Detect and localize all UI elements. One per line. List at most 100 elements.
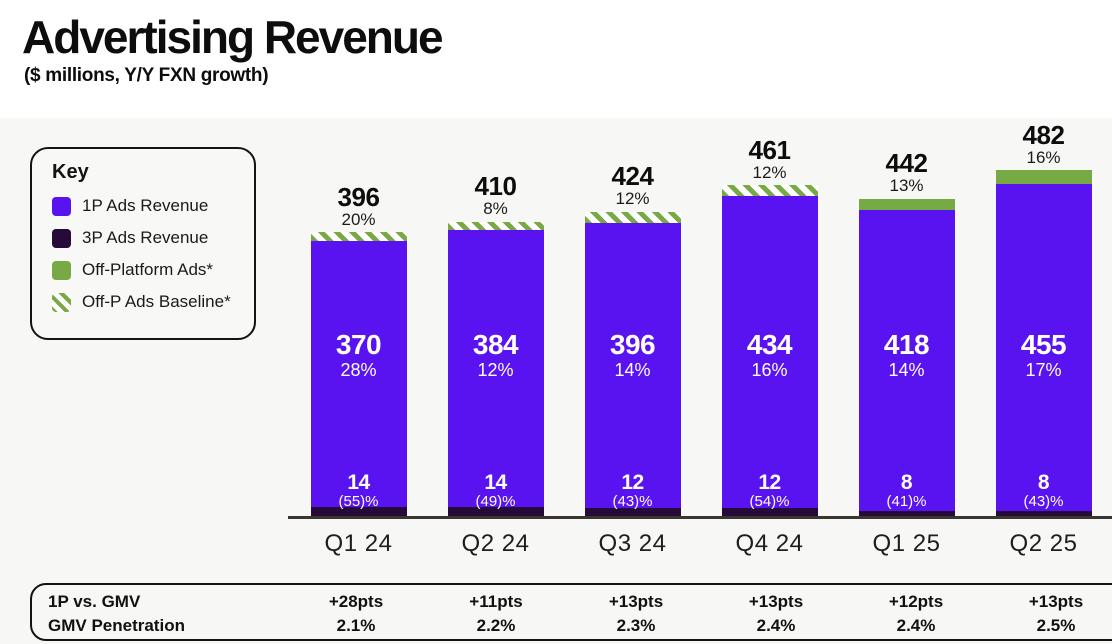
stacked-bar [858,198,955,517]
legend-item-label: Off-Platform Ads* [82,260,214,279]
total-value: 482 [1022,119,1065,150]
3p-growth: (43)% [612,493,653,511]
bar-column: 396 20% 370 28% 14 (55)% [290,130,427,517]
3p-ads-segment [447,506,544,517]
total-growth: 20% [341,209,376,229]
total-value: 424 [611,161,654,192]
table-row-label: GMV Penetration [48,615,185,635]
3p-growth: (49)% [475,493,516,511]
3p-value: 8 [1037,471,1050,495]
3p-value-label: 8 (43)% [975,472,1112,512]
3p-value: 14 [484,471,507,495]
x-axis-line [288,516,1112,519]
dark-purple-swatch-icon [52,228,71,248]
x-axis-label: Q1 25 [872,530,941,557]
3p-ads-segment [858,511,955,517]
x-axis-label: Q4 24 [735,530,804,557]
green-swatch-icon [52,260,71,280]
1p-value-label: 370 28% [290,330,427,382]
3p-ads-segment [995,511,1092,517]
total-value-label: 461 12% [701,137,838,183]
table-row-values: +28pts +11pts +13pts +13pts +12pts +13pts [286,592,1112,612]
total-growth: 12% [752,162,787,182]
1p-value-label: 418 14% [838,330,975,382]
legend-title: Key [52,161,89,183]
table-cell: +13pts [608,591,664,611]
3p-value: 14 [347,471,370,495]
1p-ads-segment [721,195,818,509]
bar-column: 442 13% 418 14% 8 (41)% [838,130,975,517]
legend-item-label: 3P Ads Revenue [82,228,209,247]
total-growth: 12% [615,189,650,209]
3p-value-label: 14 (49)% [427,472,564,512]
x-axis-label: Q2 24 [461,530,530,557]
offp-baseline-segment [584,211,681,224]
purple-swatch-icon [52,196,71,216]
offp-baseline-segment [721,185,818,196]
header: Advertising Revenue ($ millions, Y/Y FXN… [0,0,1112,118]
total-value-label: 482 16% [975,122,1112,168]
table-cell: 2.4% [756,615,796,635]
total-value-label: 424 12% [564,163,701,209]
1p-value: 418 [883,329,930,360]
offp-baseline-segment [447,221,544,231]
total-value-label: 396 20% [290,184,427,230]
3p-value: 12 [758,471,781,495]
legend-item-1p-ads: 1P Ads Revenue [52,196,240,216]
table-cell: +12pts [888,591,944,611]
table-cell: +11pts [469,591,523,611]
stacked-bar [310,231,407,517]
page-subtitle: ($ millions, Y/Y FXN growth) [24,65,269,86]
1p-ads-segment [310,240,407,507]
table-cell: +13pts [748,591,804,611]
x-axis-label: Q2 25 [1009,530,1078,557]
total-value: 442 [885,148,928,179]
stacked-bar [447,221,544,517]
page-title: Advertising Revenue [22,11,444,63]
1p-value: 384 [472,329,519,360]
1p-ads-segment [584,223,681,509]
1p-growth: 14% [614,360,651,381]
hatched-green-swatch-icon [52,292,71,312]
x-axis-label: Q1 24 [324,530,393,557]
3p-growth: (55)% [338,493,379,511]
table-cell: 2.2% [476,615,516,635]
table-cell: 2.4% [896,615,936,635]
table-cell: 2.1% [336,615,376,635]
table-cell: 2.3% [616,615,656,635]
1p-growth: 17% [1025,360,1062,381]
3p-ads-segment [310,506,407,517]
legend-item-offp-baseline: Off-P Ads Baseline* [52,292,240,312]
legend-item-3p-ads: 3P Ads Revenue [52,228,240,248]
1p-value: 455 [1020,329,1067,360]
3p-value: 12 [621,471,644,495]
3p-value-label: 12 (43)% [564,472,701,512]
offp-baseline-segment [310,231,407,241]
1p-ads-segment [858,210,955,512]
3p-growth: (43)% [1023,493,1064,511]
total-value: 461 [748,134,791,165]
total-value: 410 [474,171,517,202]
table-row: GMV Penetration 2.1% 2.2% 2.3% 2.4% 2.4% 2.5% [32,614,1112,637]
total-growth: 8% [483,199,508,219]
1p-growth: 14% [888,360,925,381]
1p-value: 396 [609,329,656,360]
3p-value-label: 14 (55)% [290,472,427,512]
bar-column: 410 8% 384 12% 14 (49)% [427,130,564,517]
1p-growth: 12% [477,360,514,381]
total-growth: 13% [889,176,924,196]
3p-value: 8 [900,471,913,495]
1p-growth: 28% [340,360,377,381]
3p-ads-segment [721,508,818,517]
3p-value-label: 12 (54)% [701,472,838,512]
stacked-bar [721,185,818,517]
1p-value: 434 [746,329,793,360]
1p-value-label: 455 17% [975,330,1112,382]
3p-value-label: 8 (41)% [838,472,975,512]
1p-ads-segment [995,183,1092,512]
bar-chart: 396 20% 370 28% 14 (55)% 410 8% 384 12% 14 (49)% 424… [290,122,1112,517]
total-value-label: 410 8% [427,173,564,219]
gmv-metrics-table: 1P vs. GMV +28pts +11pts +13pts +13pts +12pts… [30,583,1112,641]
off-platform-segment [995,169,1092,184]
legend-key-box: Key 1P Ads Revenue 3P Ads Revenue Off-Pl… [30,147,256,340]
